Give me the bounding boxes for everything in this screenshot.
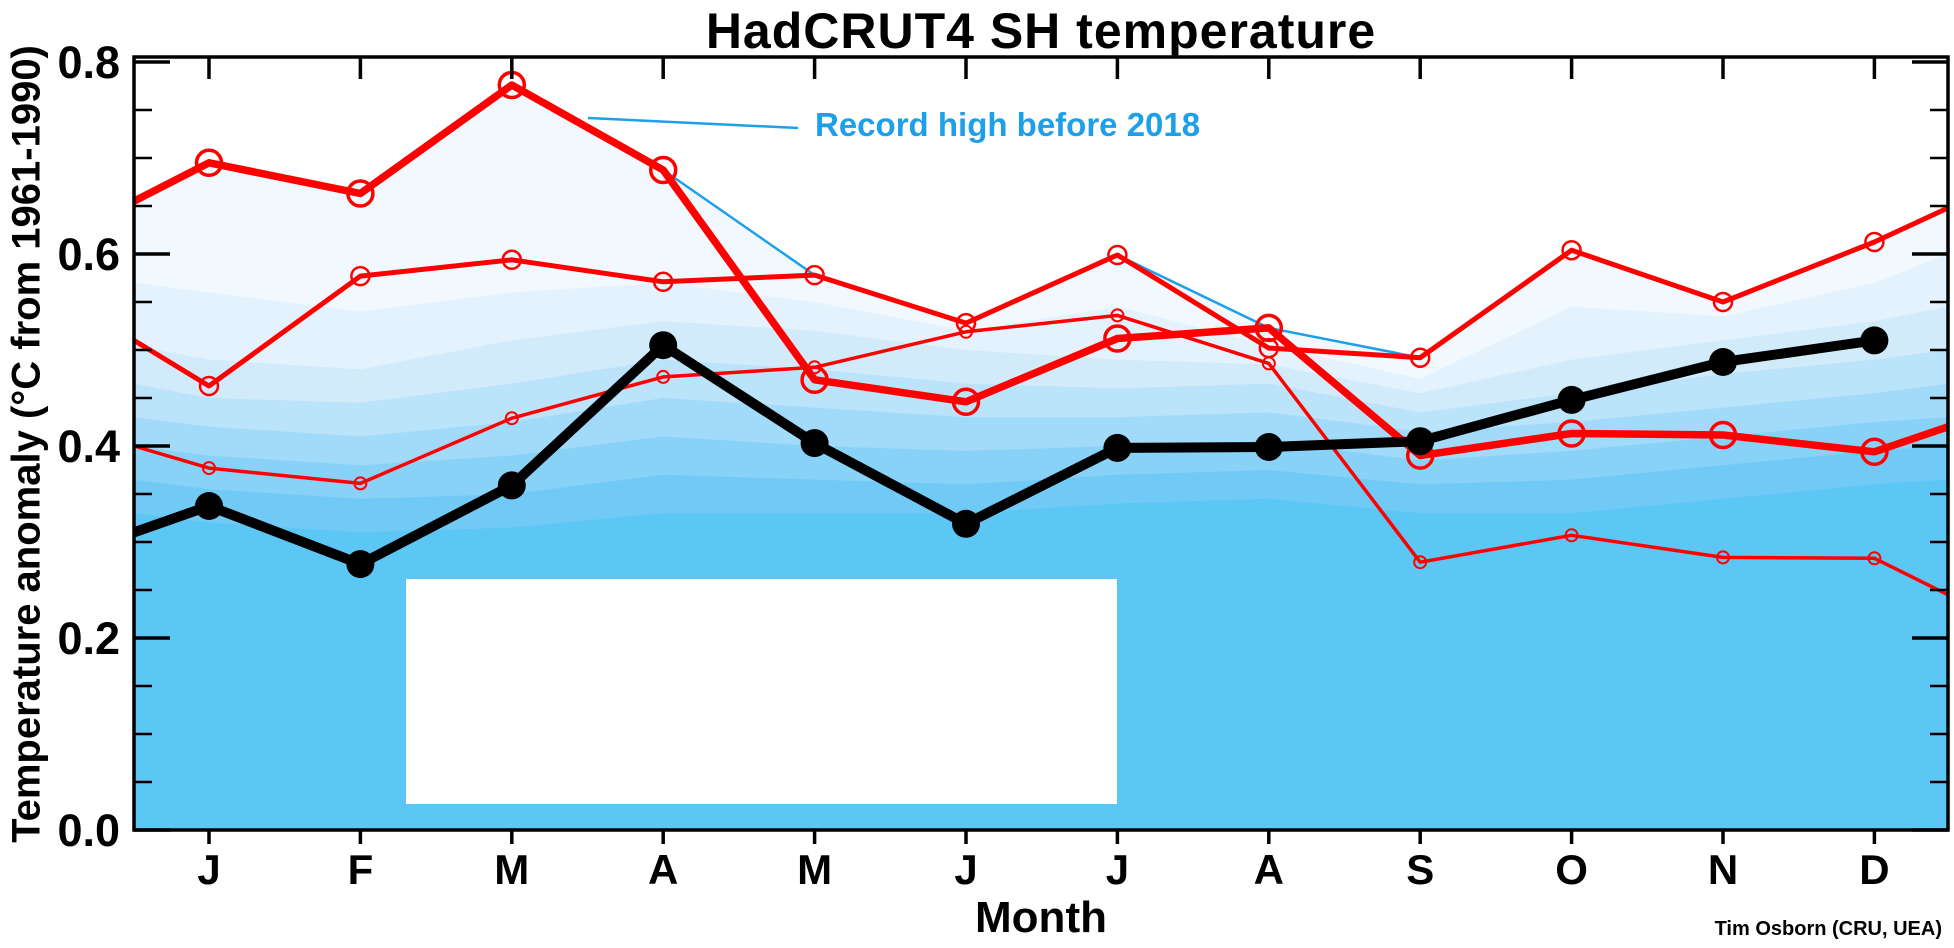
series-2018-point-M [497,471,526,500]
series-2015 [132,205,1950,397]
annotation-leader-line [587,116,799,130]
record-high-annotation: Record high before 2018 [815,106,1201,143]
series-2016-point-O [1557,419,1586,448]
series-2015-point-J [955,312,977,334]
x-axis-label: Month [975,893,1107,942]
month-label-11: D [1859,846,1889,893]
series-2015-point-J [198,375,220,397]
series-2016-point-A [1254,313,1284,343]
y-axis-label: Temperature anomaly (°C from 1961-1990) [4,45,49,843]
month-label-5: J [954,846,977,893]
series-2015-point-S [1409,347,1431,368]
series-2015-point-M [804,264,825,286]
series-2018-point-N [1709,348,1737,376]
series-2016-point-J [1103,324,1132,353]
series-1998-point-N [1716,550,1730,565]
series-2016-point-J [194,148,224,178]
series-2015-point-M [501,249,523,271]
series-1998-point-M [504,411,519,426]
series-2018-point-A [1254,433,1283,461]
month-label-9: O [1555,846,1588,893]
month-label-7: A [1254,846,1284,893]
series-1998-point-J [202,461,216,476]
attribution-text: Tim Osborn (CRU, UEA) [1714,918,1942,940]
series-2015-point-D [1864,231,1885,253]
y-tick-label: 0.4 [57,421,120,472]
series-2016-point-N [1708,420,1738,450]
series-2018-point-A [649,331,678,360]
series-2015-point-O [1561,239,1582,261]
series-2018-point-D [1860,326,1889,355]
month-label-1: F [348,846,374,893]
series-2016 [132,70,1950,470]
series-2016-point-J [951,387,981,417]
series-1998-point-F [353,476,368,491]
chart-title: HadCRUT4 SH temperature [705,3,1377,59]
month-label-8: S [1406,846,1434,893]
series-1998-point-D [1867,551,1882,566]
y-tick-label: 0.2 [57,613,120,664]
month-label-0: J [197,846,220,893]
series-2015-point-N [1712,291,1734,313]
month-label-3: A [648,846,678,893]
series-2015-point-A [652,271,674,293]
series-2015-line [132,205,1950,389]
series-1998-point-A [656,369,671,384]
series-2015-point-J [1107,244,1128,266]
series-1998-point-J [959,324,973,339]
axes: 0.8 0.6 0.4 0.2 0.0 J F M A M J J A S O N D [57,37,1950,893]
series-2018-point-M [800,429,829,458]
series-2016-line [132,81,1950,460]
y-tick-label: 0.8 [57,37,120,88]
plot-frame [132,55,1950,832]
series-2018-point-F [346,550,375,579]
series-2016-point-A [648,155,678,185]
series-2016-point-M [800,365,829,395]
series-2016-point-D [1860,437,1889,467]
series-2018-point-J [1103,433,1132,462]
month-label-4: M [797,846,832,893]
series-2018-point-O [1557,385,1586,414]
month-label-6: J [1106,846,1129,893]
y-tick-label: 0.6 [57,229,120,280]
series-1998-point-O [1564,528,1579,543]
series-2018-point-J [195,492,223,520]
month-label-2: M [494,846,529,893]
legend: 2018 (0.41 +-0.13 °C) 2016 (0.53 +-0.14 … [406,579,1117,804]
series-1998-point-S [1413,555,1428,570]
series-2018-point-J [952,509,980,538]
series-2016-point-F [346,179,375,208]
series-2018 [132,326,1889,579]
series-1998-line [133,313,1949,597]
y-tick-label: 0.0 [57,805,120,856]
month-label-10: N [1708,846,1738,893]
series-2018-point-S [1406,427,1435,456]
series-2015-point-F [350,265,371,287]
series-1998-point-J [1110,308,1125,323]
